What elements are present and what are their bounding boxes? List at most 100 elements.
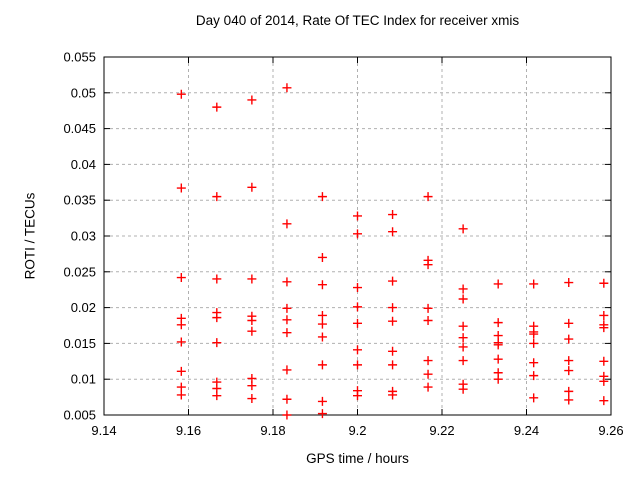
- y-axis-label: ROTI / TECUs: [22, 192, 38, 280]
- data-point: [458, 294, 468, 304]
- data-point: [317, 310, 327, 320]
- data-point: [353, 391, 362, 401]
- data-point: [458, 321, 468, 331]
- data-point: [353, 229, 362, 239]
- data-point: [423, 315, 433, 325]
- data-point: [317, 396, 327, 406]
- data-point: [599, 323, 609, 333]
- data-point: [564, 356, 574, 366]
- data-point: [247, 274, 257, 284]
- data-point: [564, 395, 574, 405]
- y-tick-label: 0.055: [63, 50, 96, 65]
- data-point: [388, 390, 398, 400]
- data-point: [212, 102, 222, 112]
- data-point: [176, 382, 186, 392]
- data-point: [388, 227, 398, 237]
- y-tick-label: 0.04: [71, 157, 96, 172]
- x-tick-label: 9.2: [348, 423, 366, 438]
- y-tick-label: 0.05: [71, 85, 96, 100]
- data-point: [317, 409, 327, 419]
- data-point: [353, 345, 362, 355]
- data-point: [529, 358, 539, 368]
- x-axis-label: GPS time / hours: [306, 451, 409, 466]
- data-point: [599, 376, 609, 386]
- data-point: [388, 210, 398, 220]
- y-tick-label: 0.01: [71, 372, 96, 387]
- data-point: [282, 315, 292, 325]
- data-point: [212, 192, 222, 202]
- data-point: [599, 356, 609, 366]
- data-point: [388, 360, 398, 370]
- y-tick-label: 0.035: [63, 193, 96, 208]
- data-point: [529, 393, 539, 403]
- data-point: [529, 329, 539, 339]
- data-point: [353, 302, 362, 312]
- data-point: [529, 338, 539, 348]
- data-point: [388, 303, 398, 313]
- data-point: [317, 319, 327, 329]
- data-point: [599, 396, 609, 406]
- x-tick-label: 9.14: [91, 423, 116, 438]
- data-point: [423, 303, 433, 313]
- data-point: [493, 340, 503, 350]
- data-point: [247, 315, 257, 325]
- data-point: [176, 337, 186, 347]
- data-point: [212, 313, 222, 323]
- data-point: [282, 277, 292, 287]
- data-point: [564, 386, 574, 396]
- data-point: [317, 252, 327, 262]
- y-tick-label: 0.005: [63, 408, 96, 423]
- data-point: [247, 182, 257, 192]
- data-point: [176, 390, 186, 400]
- data-point: [564, 318, 574, 328]
- data-point: [282, 410, 292, 420]
- data-point: [212, 391, 222, 401]
- x-tick-label: 9.16: [176, 423, 201, 438]
- data-point: [176, 273, 186, 283]
- data-point: [388, 316, 398, 326]
- chart-title: Day 040 of 2014, Rate Of TEC Index for r…: [195, 13, 520, 28]
- data-point: [176, 320, 186, 330]
- data-point: [458, 356, 468, 366]
- data-point: [458, 342, 468, 352]
- data-point: [599, 310, 609, 320]
- y-tick-label: 0.03: [71, 229, 96, 244]
- data-point: [282, 365, 292, 375]
- y-tick-label: 0.045: [63, 121, 96, 136]
- data-point: [282, 328, 292, 338]
- data-point: [282, 219, 292, 229]
- data-point: [423, 369, 433, 379]
- data-point: [564, 278, 574, 288]
- x-tick-label: 9.18: [260, 423, 285, 438]
- data-point: [388, 346, 398, 356]
- x-tick-label: 9.24: [514, 423, 539, 438]
- data-point: [423, 382, 433, 392]
- data-point: [493, 354, 503, 364]
- data-point: [529, 279, 539, 289]
- data-point: [212, 274, 222, 284]
- data-point: [423, 192, 433, 202]
- data-point: [176, 183, 186, 193]
- data-point: [353, 283, 362, 293]
- data-point: [212, 338, 222, 348]
- data-point: [458, 224, 468, 234]
- data-point: [247, 326, 257, 336]
- data-point: [317, 360, 327, 370]
- data-point: [388, 276, 398, 286]
- data-point: [176, 89, 186, 99]
- data-point: [247, 394, 257, 404]
- x-tick-label: 9.26: [598, 423, 623, 438]
- data-point: [317, 332, 327, 342]
- data-point: [353, 318, 362, 328]
- data-point: [493, 279, 503, 289]
- data-point: [282, 394, 292, 404]
- data-point: [458, 333, 468, 343]
- data-point: [317, 192, 327, 202]
- y-tick-label: 0.015: [63, 336, 96, 351]
- data-point: [247, 381, 257, 391]
- data-point: [247, 95, 257, 105]
- data-point: [353, 211, 362, 221]
- data-point: [458, 284, 468, 294]
